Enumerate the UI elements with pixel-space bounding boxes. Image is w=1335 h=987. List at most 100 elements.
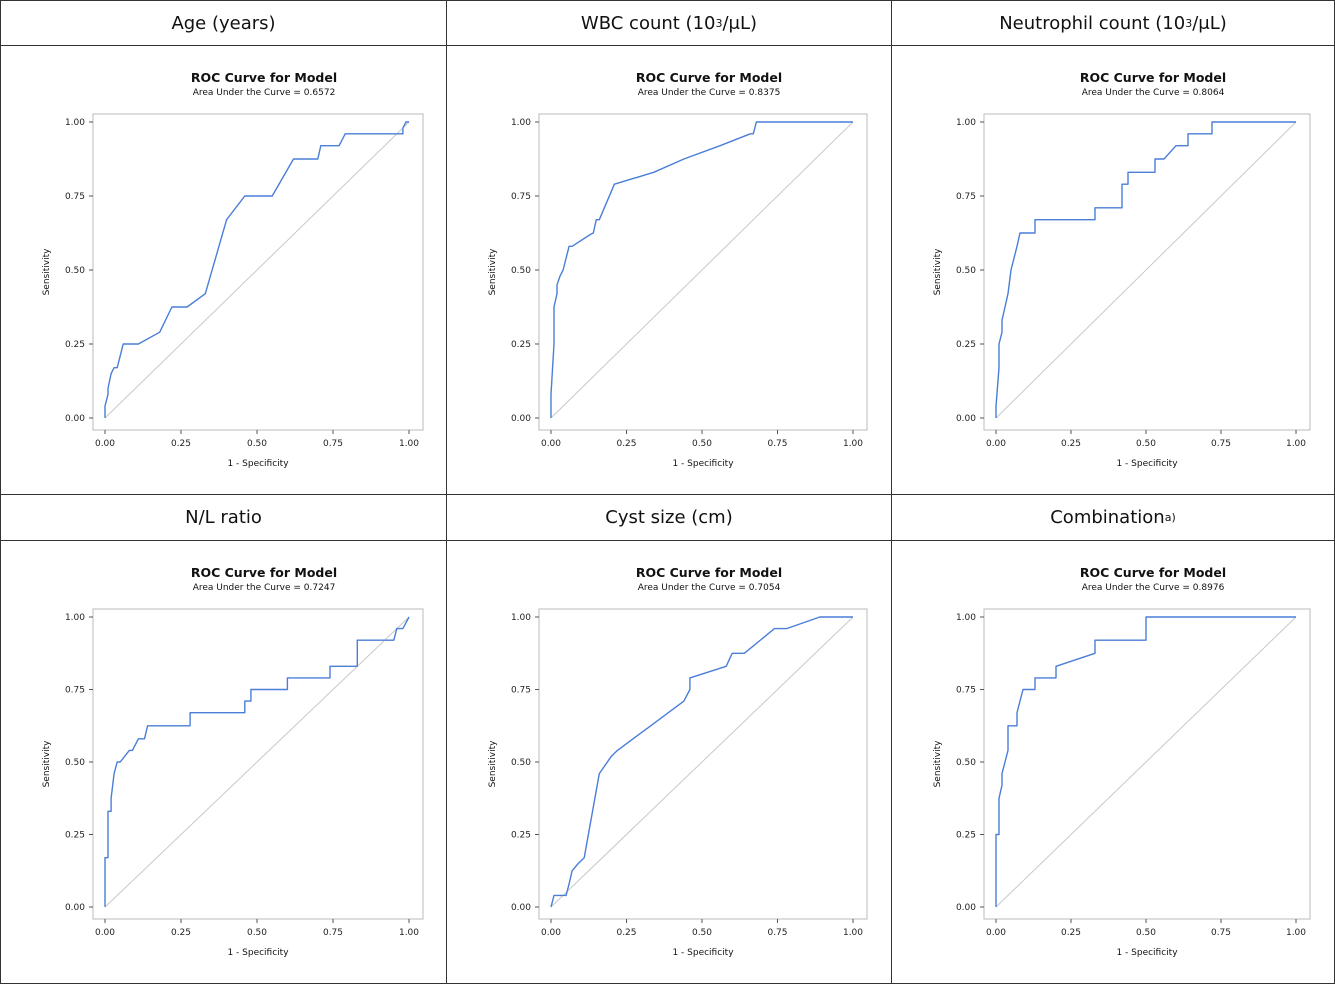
plot-frame bbox=[92, 608, 424, 920]
reference-diagonal bbox=[995, 121, 1297, 419]
y-tick-label: 0.75 bbox=[511, 192, 531, 202]
x-tick-label: 0.25 bbox=[171, 928, 191, 938]
x-tick-label: 0.00 bbox=[986, 928, 1006, 938]
y-tick-label: 0.00 bbox=[956, 903, 976, 913]
x-tick-label: 0.25 bbox=[1061, 928, 1081, 938]
plot-frame bbox=[92, 113, 424, 431]
panel-header-sup: a) bbox=[1164, 511, 1176, 524]
x-tick-label: 0.00 bbox=[986, 439, 1006, 449]
panel-body-age: ROC Curve for Model Area Under the Curve … bbox=[0, 46, 447, 495]
roc-chart-age: ROC Curve for Model Area Under the Curve … bbox=[42, 70, 424, 469]
y-tick-label: 0.75 bbox=[511, 686, 531, 696]
x-tick-label: 1.00 bbox=[843, 439, 863, 449]
x-tick-label: 1.00 bbox=[843, 928, 863, 938]
x-tick-label: 0.75 bbox=[767, 439, 787, 449]
chart-subtitle: Area Under the Curve = 0.7054 bbox=[638, 583, 781, 593]
y-tick-label: 0.50 bbox=[956, 266, 976, 276]
panel-header-text: WBC count (10 bbox=[580, 12, 716, 34]
x-tick-label: 0.25 bbox=[616, 439, 636, 449]
chart-subtitle: Area Under the Curve = 0.8064 bbox=[1082, 88, 1225, 98]
y-tick-label: 1.00 bbox=[956, 613, 976, 623]
x-tick-label: 0.50 bbox=[247, 439, 267, 449]
x-tick-label: 0.50 bbox=[247, 928, 267, 938]
y-axis-label: Sensitivity bbox=[42, 740, 52, 788]
y-tick-label: 0.25 bbox=[956, 340, 976, 350]
x-axis-label: 1 - Specificity bbox=[227, 948, 289, 958]
panel-body-wbc: ROC Curve for Model Area Under the Curve … bbox=[447, 46, 892, 495]
y-tick-label: 0.50 bbox=[65, 758, 85, 768]
y-tick-label: 0.25 bbox=[511, 831, 531, 841]
x-tick-label: 0.50 bbox=[1136, 439, 1156, 449]
y-tick-label: 0.75 bbox=[65, 686, 85, 696]
plot-frame bbox=[983, 608, 1311, 920]
y-tick-label: 1.00 bbox=[956, 118, 976, 128]
chart-title: ROC Curve for Model bbox=[1080, 565, 1226, 580]
y-tick-label: 0.50 bbox=[511, 758, 531, 768]
x-tick-label: 1.00 bbox=[399, 439, 419, 449]
y-axis-label: Sensitivity bbox=[488, 248, 498, 296]
y-axis-label: Sensitivity bbox=[933, 248, 943, 296]
plot-frame bbox=[538, 608, 868, 920]
y-tick-label: 0.00 bbox=[65, 903, 85, 913]
panel-header-combination: Combination a) bbox=[892, 495, 1335, 541]
panel-header-text: Age (years) bbox=[171, 12, 276, 34]
roc-chart-combination: ROC Curve for Model Area Under the Curve … bbox=[933, 565, 1311, 958]
y-tick-label: 0.50 bbox=[65, 266, 85, 276]
chart-title: ROC Curve for Model bbox=[1080, 70, 1226, 85]
roc-chart-nl-ratio: ROC Curve for Model Area Under the Curve … bbox=[42, 565, 424, 958]
reference-diagonal bbox=[104, 616, 410, 908]
roc-curve-line bbox=[550, 121, 853, 418]
panel-header-text: Neutrophil count (10 bbox=[999, 12, 1186, 34]
y-tick-label: 1.00 bbox=[65, 118, 85, 128]
roc-chart-cyst-size: ROC Curve for Model Area Under the Curve … bbox=[488, 565, 868, 958]
x-axis-label: 1 - Specificity bbox=[672, 459, 734, 469]
plot-frame bbox=[983, 113, 1311, 431]
reference-diagonal bbox=[550, 616, 854, 908]
x-tick-label: 0.50 bbox=[1136, 928, 1156, 938]
x-axis-label: 1 - Specificity bbox=[227, 459, 289, 469]
panel-header-age: Age (years) bbox=[0, 0, 447, 46]
reference-diagonal bbox=[995, 616, 1297, 908]
x-tick-label: 0.00 bbox=[95, 928, 115, 938]
x-tick-label: 0.25 bbox=[171, 439, 191, 449]
x-axis-label: 1 - Specificity bbox=[672, 948, 734, 958]
y-tick-label: 1.00 bbox=[511, 613, 531, 623]
x-axis-label: 1 - Specificity bbox=[1116, 948, 1178, 958]
roc-curve-line bbox=[104, 121, 409, 418]
y-tick-label: 0.25 bbox=[65, 340, 85, 350]
x-tick-label: 0.75 bbox=[767, 928, 787, 938]
chart-title: ROC Curve for Model bbox=[191, 70, 337, 85]
roc-chart-neutrophil: ROC Curve for Model Area Under the Curve … bbox=[933, 70, 1311, 469]
x-tick-label: 1.00 bbox=[1286, 439, 1306, 449]
panel-header-nl-ratio: N/L ratio bbox=[0, 495, 447, 541]
panel-header-suffix: /μL) bbox=[1192, 12, 1227, 34]
y-tick-label: 1.00 bbox=[65, 613, 85, 623]
chart-subtitle: Area Under the Curve = 0.8976 bbox=[1082, 583, 1225, 593]
x-tick-label: 0.50 bbox=[692, 439, 712, 449]
x-axis-label: 1 - Specificity bbox=[1116, 459, 1178, 469]
roc-curve-line bbox=[995, 616, 1296, 907]
x-tick-label: 0.75 bbox=[1211, 928, 1231, 938]
x-tick-label: 0.75 bbox=[1211, 439, 1231, 449]
y-tick-label: 0.00 bbox=[511, 903, 531, 913]
panel-header-wbc: WBC count (10 3/μL) bbox=[447, 0, 892, 46]
panel-header-text: Cyst size (cm) bbox=[605, 507, 733, 528]
roc-curve-line bbox=[995, 121, 1296, 418]
y-tick-label: 0.75 bbox=[956, 686, 976, 696]
roc-curve-line bbox=[550, 616, 853, 908]
panel-header-neutrophil: Neutrophil count (10 3/μL) bbox=[892, 0, 1335, 46]
panel-header-cyst-size: Cyst size (cm) bbox=[447, 495, 892, 541]
panel-header-sup: 3 bbox=[715, 16, 723, 30]
reference-diagonal bbox=[550, 121, 854, 419]
chart-title: ROC Curve for Model bbox=[191, 565, 337, 580]
panel-body-combination: ROC Curve for Model Area Under the Curve … bbox=[892, 541, 1335, 984]
chart-subtitle: Area Under the Curve = 0.8375 bbox=[638, 88, 781, 98]
chart-title: ROC Curve for Model bbox=[636, 565, 782, 580]
y-tick-label: 0.25 bbox=[65, 831, 85, 841]
panel-header-suffix: /μL) bbox=[722, 12, 758, 34]
roc-chart-wbc: ROC Curve for Model Area Under the Curve … bbox=[488, 70, 868, 469]
chart-subtitle: Area Under the Curve = 0.6572 bbox=[193, 88, 336, 98]
y-tick-label: 0.00 bbox=[65, 414, 85, 424]
y-tick-label: 0.50 bbox=[511, 266, 531, 276]
x-tick-label: 0.25 bbox=[616, 928, 636, 938]
